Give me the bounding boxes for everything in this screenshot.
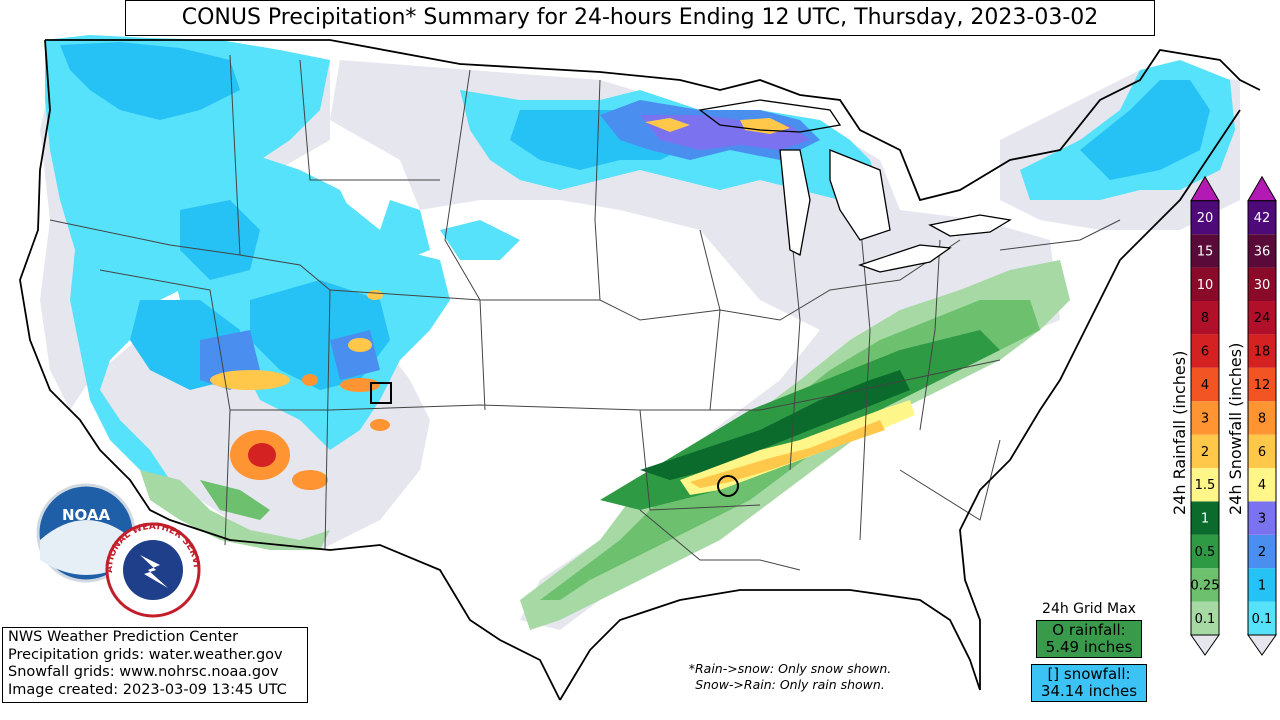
snow-scale-value: 1 bbox=[1258, 578, 1266, 593]
snow-scale-value: 24 bbox=[1254, 311, 1271, 326]
map-title: CONUS Precipitation* Summary for 24-hour… bbox=[125, 0, 1155, 36]
rain-scale-value: 3 bbox=[1201, 411, 1209, 426]
snow-scale-top-arrow bbox=[1247, 175, 1277, 202]
snow-scale-value: 42 bbox=[1254, 211, 1271, 226]
rain-scale-value: 15 bbox=[1197, 244, 1214, 259]
national-boundary bbox=[19, 39, 1261, 701]
snow-scale-swatch bbox=[1248, 501, 1276, 535]
snow-scale-swatch bbox=[1248, 367, 1276, 402]
snow-scale-swatch bbox=[1248, 334, 1276, 368]
rain-scale-swatch bbox=[1191, 367, 1219, 402]
rain-scale-swatch bbox=[1191, 267, 1219, 301]
rainfall-areas bbox=[140, 260, 1070, 630]
snow-scale-value: 36 bbox=[1254, 244, 1271, 259]
snow-scale-value: 6 bbox=[1258, 445, 1266, 460]
snowfall-scale-label: 24h Snowfall (inches) bbox=[1226, 342, 1245, 515]
snow-scale-value: 0.1 bbox=[1252, 612, 1273, 627]
rainfall-max-marker bbox=[717, 475, 739, 497]
snow-scale-bottom-arrow bbox=[1247, 634, 1277, 656]
rain-scale-value: 8 bbox=[1201, 311, 1209, 326]
rain-scale-value: 2 bbox=[1201, 445, 1209, 460]
snow-scale-swatch bbox=[1248, 568, 1276, 602]
rain-scale-swatch bbox=[1191, 534, 1219, 569]
grid-max-rainfall-value: 5.49 inches bbox=[1045, 638, 1133, 656]
grid-max-rainfall-label: O rainfall: bbox=[1052, 621, 1126, 639]
rain-scale-swatch bbox=[1191, 434, 1219, 468]
credit-line-4: Image created: 2023-03-09 13:45 UTC bbox=[8, 681, 287, 698]
snow-scale-value: 3 bbox=[1258, 512, 1266, 527]
snowfall-areas bbox=[45, 35, 1235, 480]
heavy-snow-spots bbox=[210, 290, 390, 490]
credit-line-3: Snowfall grids: www.nohrsc.noaa.gov bbox=[8, 664, 279, 680]
snow-scale-swatch bbox=[1248, 468, 1276, 502]
rain-scale-value: 10 bbox=[1197, 278, 1214, 293]
footnote-line-1: *Rain->snow: Only snow shown. bbox=[688, 661, 892, 676]
rainfall-color-scale: 0.1 0.25 0.5 1 1.5 2 3 4 6 8 10 15 20 bbox=[1190, 175, 1220, 656]
credit-line-1: NWS Weather Prediction Center bbox=[8, 629, 239, 645]
grid-max-rainfall: O rainfall: 5.49 inches bbox=[1036, 620, 1142, 658]
credits-box: NWS Weather Prediction Center Precipitat… bbox=[2, 627, 308, 703]
snow-scale-swatch bbox=[1248, 267, 1276, 301]
rain-scale-value: 1.5 bbox=[1195, 478, 1216, 493]
snow-scale-swatch bbox=[1248, 534, 1276, 569]
footnote-line-2: Snow->Rain: Only rain shown. bbox=[695, 677, 885, 692]
snow-scale-value: 18 bbox=[1254, 345, 1271, 360]
rain-scale-value: 0.5 bbox=[1195, 545, 1216, 560]
rain-scale-swatch bbox=[1191, 601, 1219, 635]
snow-scale-swatch bbox=[1248, 234, 1276, 268]
rain-scale-swatch bbox=[1191, 334, 1219, 368]
grid-max-title: 24h Grid Max bbox=[1042, 601, 1136, 617]
grid-max-snowfall: [] snowfall: 34.14 inches bbox=[1031, 664, 1147, 702]
rain-scale-swatch bbox=[1191, 568, 1219, 602]
rain-scale-value: 0.1 bbox=[1195, 612, 1216, 627]
rain-scale-swatch bbox=[1191, 301, 1219, 335]
snow-scale-swatch bbox=[1248, 434, 1276, 468]
snow-scale-swatch bbox=[1248, 200, 1276, 235]
rain-scale-value: 20 bbox=[1197, 211, 1214, 226]
rain-scale-value: 1 bbox=[1201, 512, 1209, 527]
snow-scale-frame bbox=[1247, 200, 1277, 636]
snow-scale-value: 4 bbox=[1258, 478, 1266, 493]
grid-max-panel: 24h Grid Max O rainfall: 5.49 inches [] … bbox=[1026, 600, 1152, 702]
grid-max-snowfall-label: [] snowfall: bbox=[1047, 665, 1131, 683]
rain-scale-value: 6 bbox=[1201, 345, 1209, 360]
snow-scale-value: 2 bbox=[1258, 545, 1266, 560]
grid-max-snowfall-value: 34.14 inches bbox=[1040, 682, 1138, 700]
rain-scale-swatch bbox=[1191, 468, 1219, 502]
rain-scale-swatch bbox=[1191, 234, 1219, 268]
rainfall-scale-label: 24h Rainfall (inches) bbox=[1170, 350, 1189, 515]
snow-scale-swatch bbox=[1248, 401, 1276, 435]
rain-scale-value: 4 bbox=[1201, 378, 1209, 393]
snowfall-max-marker bbox=[370, 382, 392, 404]
rain-scale-bottom-arrow bbox=[1190, 634, 1220, 656]
rain-scale-swatch bbox=[1191, 401, 1219, 435]
great-lakes bbox=[698, 99, 1012, 273]
rain-scale-swatch bbox=[1191, 200, 1219, 235]
rain-scale-frame bbox=[1190, 200, 1220, 636]
rain-scale-value: 0.25 bbox=[1191, 578, 1220, 593]
snow-scale-value: 12 bbox=[1254, 378, 1271, 393]
snow-scale-value: 8 bbox=[1258, 411, 1266, 426]
snow-scale-swatch bbox=[1248, 601, 1276, 635]
snow-scale-swatch bbox=[1248, 301, 1276, 335]
credit-line-2: Precipitation grids: water.weather.gov bbox=[8, 646, 283, 663]
state-boundaries bbox=[49, 54, 1121, 571]
noaa-logo-text: NOAA bbox=[62, 506, 111, 524]
snow-scale-value: 30 bbox=[1254, 278, 1271, 293]
footnote: *Rain->snow: Only snow shown. Snow->Rain… bbox=[640, 661, 940, 693]
rain-scale-swatch bbox=[1191, 501, 1219, 535]
